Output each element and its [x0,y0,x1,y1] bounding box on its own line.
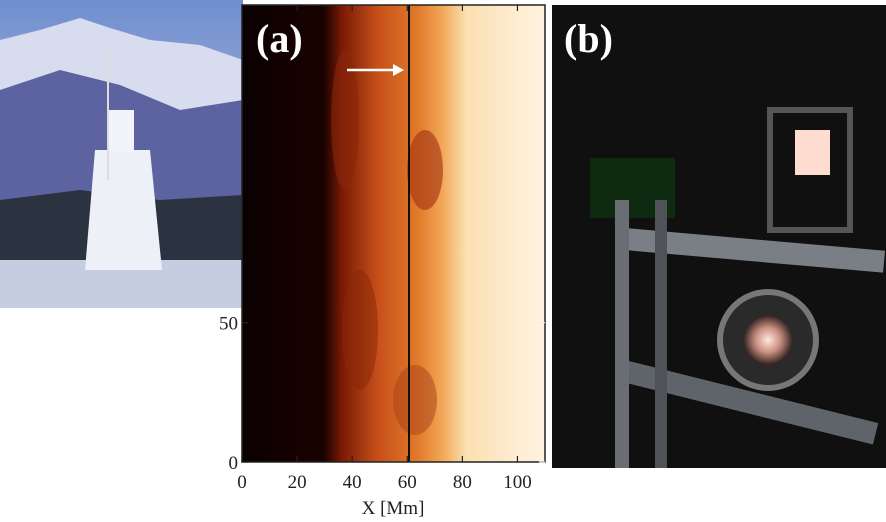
y-tick-label: 50 [219,314,238,335]
panel-label: (b) [564,16,613,61]
x-tick-label: 40 [343,472,362,493]
x-tick-label: 100 [503,472,532,493]
x-tick-label: 60 [398,472,417,493]
solar-image: (a) [241,4,546,463]
x-tick-label: 0 [237,472,247,493]
y-tick-label: 0 [229,453,239,474]
lab-photo: (b) [552,5,886,468]
x-axis-label: X [Mm] [362,498,425,519]
panel-label: (a) [256,16,303,61]
x-tick-label: 80 [453,472,472,493]
x-tick-label: 20 [288,472,307,493]
observatory-photo [0,0,243,308]
